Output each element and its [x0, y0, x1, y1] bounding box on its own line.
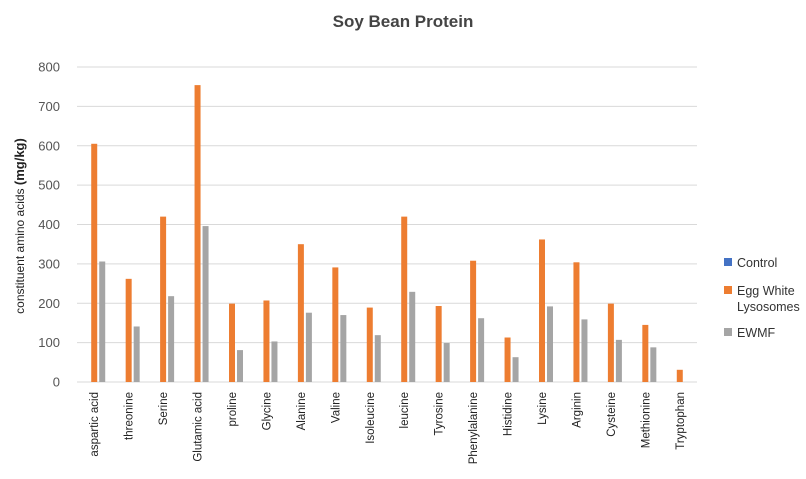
y-tick-label: 500 — [38, 178, 60, 193]
x-tick-label: Glutamic acid — [193, 392, 205, 462]
bars — [91, 85, 683, 383]
bar — [271, 341, 278, 382]
x-tick-label: Methionine — [640, 392, 652, 448]
bar — [512, 357, 519, 382]
x-tick-label: Phenylalanine — [468, 392, 480, 464]
legend-label-egg-white-line2: Lysosomes — [737, 300, 800, 314]
bar — [642, 324, 649, 382]
legend: Control Egg White Lysosomes EWMF — [724, 256, 800, 340]
y-tick-label: 100 — [38, 335, 60, 350]
x-tick-label: Serine — [158, 392, 170, 425]
bar — [305, 312, 312, 382]
x-tick-label: threonine — [124, 392, 136, 440]
bar — [168, 296, 175, 382]
chart-title: Soy Bean Protein — [333, 12, 474, 31]
bar — [676, 369, 683, 382]
y-tick-label: 0 — [53, 375, 60, 390]
bar — [340, 315, 347, 382]
bar — [332, 267, 339, 382]
legend-swatch-control — [724, 258, 732, 266]
legend-label-ewmf: EWMF — [737, 326, 776, 340]
bar — [615, 339, 622, 382]
bar — [91, 143, 98, 382]
y-axis-ticks: 0 100 200 300 400 500 600 700 800 — [38, 60, 60, 390]
legend-label-egg-white-line1: Egg White — [737, 284, 795, 298]
x-tick-label: Histidine — [503, 392, 515, 436]
legend-swatch-egg-white-lysosomes — [724, 286, 732, 294]
x-tick-label: Isoleucine — [365, 392, 377, 444]
x-tick-label: Tryptophan — [675, 392, 687, 450]
legend-swatch-ewmf — [724, 328, 732, 336]
bar — [202, 226, 209, 382]
bar — [133, 326, 140, 382]
bar — [443, 343, 450, 382]
y-tick-label: 400 — [38, 217, 60, 232]
x-tick-label: Lysine — [537, 392, 549, 425]
bar — [581, 319, 588, 382]
gridlines — [77, 66, 697, 383]
bar — [470, 260, 477, 382]
legend-label-control: Control — [737, 256, 777, 270]
bar — [539, 239, 545, 382]
bar — [99, 261, 106, 382]
y-axis-label-main: constituent amino acids — [13, 185, 27, 314]
y-tick-label: 700 — [38, 99, 60, 114]
x-tick-label: proline — [227, 392, 239, 427]
x-tick-label: Glycine — [261, 392, 273, 430]
bar — [194, 85, 201, 383]
bar — [366, 307, 373, 382]
x-tick-label: Tyrosine — [434, 392, 446, 435]
bar — [263, 300, 270, 382]
bar — [125, 278, 132, 382]
x-tick-label: Arginin — [571, 392, 583, 428]
bar — [160, 216, 167, 382]
y-tick-label: 600 — [38, 138, 60, 153]
x-tick-label: leucine — [399, 392, 411, 428]
bar — [374, 335, 381, 382]
bar — [650, 347, 657, 382]
bar — [237, 350, 243, 382]
x-tick-label: Alanine — [296, 392, 308, 430]
y-axis-label: constituent amino acids (mg/kg) — [12, 138, 27, 314]
bar — [478, 318, 485, 382]
bar — [409, 291, 416, 382]
bar — [547, 306, 553, 382]
bar — [435, 306, 442, 382]
y-axis-label-unit: (mg/kg) — [12, 138, 27, 185]
bar — [297, 244, 304, 382]
y-tick-label: 800 — [38, 60, 60, 75]
bar — [573, 262, 580, 382]
x-tick-label: aspartic acid — [89, 392, 101, 457]
x-axis-labels: aspartic acid threonine Serine Glutamic aci… — [89, 392, 687, 464]
bar — [401, 216, 408, 382]
x-tick-label: Valine — [330, 392, 342, 423]
bar — [504, 337, 511, 382]
bar — [229, 303, 235, 382]
y-tick-label: 300 — [38, 256, 60, 271]
y-tick-label: 200 — [38, 296, 60, 311]
x-tick-label: Cysteine — [606, 392, 618, 437]
bar — [607, 303, 614, 382]
